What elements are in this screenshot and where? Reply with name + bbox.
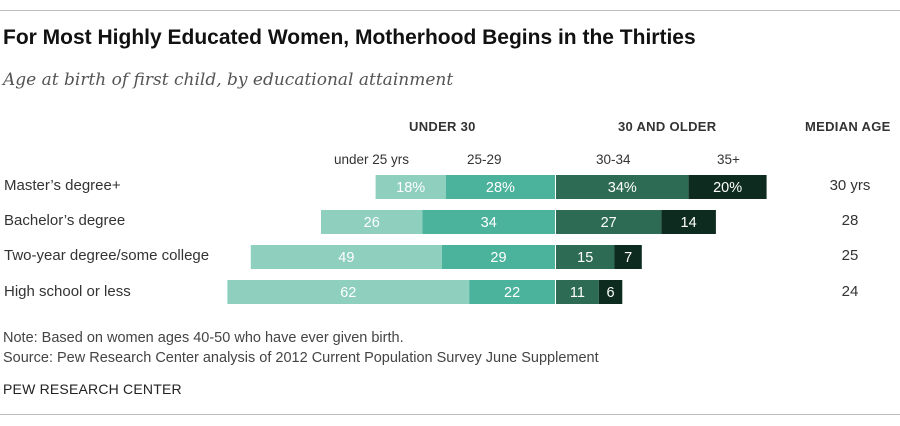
- subheader-35-plus: 35+: [717, 152, 740, 167]
- bar-25-29-row-3: [441, 245, 555, 269]
- data-label-under-25-row-4: 62: [340, 285, 356, 301]
- bottom-rule: [0, 414, 900, 415]
- bar-35-plus-row-1: [688, 175, 767, 199]
- data-label-30-34-row-1: 34%: [608, 180, 637, 196]
- bar-30-34-row-3: [556, 245, 615, 269]
- bar-25-29-row-1: [445, 175, 555, 199]
- chart-subtitle: Age at birth of first child, by educatio…: [3, 70, 454, 90]
- bar-35-plus-row-4: [598, 280, 623, 304]
- org-name: PEW RESEARCH CENTER: [3, 381, 182, 397]
- data-label-25-29-row-4: 22: [504, 285, 520, 301]
- category-label-two-year: Two-year degree/some college: [4, 247, 210, 264]
- data-label-under-25-row-1: 18%: [396, 180, 425, 196]
- median-age-two-year: 25: [841, 247, 859, 264]
- data-label-25-29-row-2: 34: [481, 215, 497, 231]
- bar-under-25-row-2: [321, 210, 423, 234]
- data-label-30-34-row-3: 15: [577, 250, 593, 266]
- top-rule: [0, 10, 900, 11]
- data-label-25-29-row-3: 29: [490, 250, 506, 266]
- category-label-masters: Master’s degree+: [4, 177, 121, 194]
- data-label-30-34-row-2: 27: [601, 215, 617, 231]
- header-under-30: UNDER 30: [409, 119, 476, 134]
- category-label-bachelors: Bachelor’s degree: [4, 212, 126, 229]
- bar-25-29-row-4: [469, 280, 555, 304]
- source-text: Source: Pew Research Center analysis of …: [3, 350, 599, 366]
- median-age-high-school: 24: [841, 283, 859, 300]
- data-label-35-plus-row-2: 14: [681, 215, 697, 231]
- bar-30-34-row-1: [556, 175, 689, 199]
- bar-35-plus-row-2: [661, 210, 716, 234]
- data-label-35-plus-row-3: 7: [624, 250, 632, 266]
- bar-30-34-row-4: [556, 280, 599, 304]
- subheader-30-34: 30-34: [596, 152, 631, 167]
- header-30-and-older: 30 AND OLDER: [618, 119, 717, 134]
- chart-title: For Most Highly Educated Women, Motherho…: [3, 26, 696, 49]
- bar-under-25-row-1: [375, 175, 446, 199]
- data-label-under-25-row-3: 49: [338, 250, 354, 266]
- note-text: Note: Based on women ages 40-50 who have…: [3, 330, 404, 346]
- subheader-25-29: 25-29: [467, 152, 502, 167]
- bar-30-34-row-2: [556, 210, 662, 234]
- data-label-30-34-row-4: 11: [570, 285, 585, 301]
- subheader-under-25: under 25 yrs: [334, 152, 410, 167]
- bar-under-25-row-4: [227, 280, 470, 304]
- data-label-25-29-row-1: 28%: [486, 180, 515, 196]
- bar-under-25-row-3: [250, 245, 442, 269]
- data-label-35-plus-row-4: 6: [607, 285, 615, 301]
- data-label-35-plus-row-1: 20%: [713, 180, 742, 196]
- category-label-high-school: High school or less: [4, 283, 131, 300]
- data-label-under-25-row-2: 26: [364, 215, 380, 231]
- bar-35-plus-row-3: [614, 245, 642, 269]
- median-age-bachelors: 28: [841, 212, 859, 229]
- header-median-age: MEDIAN AGE: [805, 119, 891, 134]
- median-age-masters: 30 yrs: [829, 177, 871, 194]
- bar-25-29-row-2: [422, 210, 555, 234]
